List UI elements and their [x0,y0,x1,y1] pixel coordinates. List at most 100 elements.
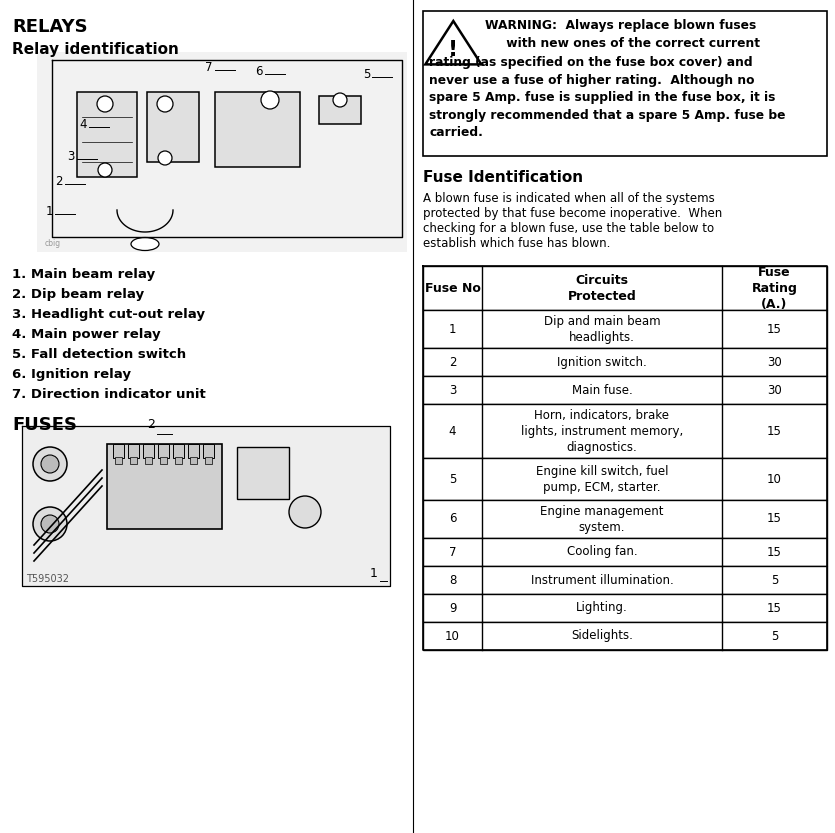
Text: 10: 10 [445,630,460,642]
Circle shape [261,91,279,109]
Bar [190,457,197,464]
Text: !: ! [448,40,458,61]
Text: 5. Fall detection switch: 5. Fall detection switch [12,348,186,361]
Text: 2: 2 [55,174,63,187]
Text: 2. Dip beam relay: 2. Dip beam relay [12,288,144,301]
Bar [145,457,152,464]
Text: 15: 15 [767,546,782,558]
Bar [215,92,300,167]
Text: 2: 2 [449,356,457,368]
Bar [423,594,827,622]
Bar [423,11,827,156]
Text: 7. Direction indicator unit: 7. Direction indicator unit [12,388,205,401]
Bar [77,92,137,177]
Bar [113,444,124,458]
Text: Sidelights.: Sidelights. [571,630,633,642]
Text: 5: 5 [449,472,456,486]
Text: Lighting.: Lighting. [576,601,628,615]
Text: Engine management
system.: Engine management system. [540,505,664,533]
Circle shape [41,515,59,533]
Bar [423,500,827,538]
Text: 2: 2 [147,418,155,431]
Bar [128,444,139,458]
Bar [115,457,122,464]
Circle shape [289,496,321,528]
Text: 3: 3 [449,383,456,397]
Bar [37,52,407,252]
Bar [130,457,137,464]
Bar [423,538,827,566]
Text: 8: 8 [449,573,456,586]
Circle shape [333,93,347,107]
Text: 6: 6 [449,512,457,526]
Bar [107,444,222,529]
Bar [423,566,827,594]
Text: Relay identification: Relay identification [12,42,179,57]
Bar [143,444,154,458]
Text: T595032: T595032 [26,574,69,584]
Text: A blown fuse is indicated when all of the systems: A blown fuse is indicated when all of th… [423,192,715,205]
Ellipse shape [131,237,159,251]
Text: 1. Main beam relay: 1. Main beam relay [12,268,155,281]
Text: 1: 1 [45,204,53,217]
Bar [158,444,169,458]
Text: FUSES: FUSES [12,416,77,434]
Bar [423,458,827,500]
Polygon shape [425,21,481,64]
Bar [22,426,390,586]
Text: 30: 30 [767,356,782,368]
Text: 1: 1 [370,567,378,580]
Bar [423,622,827,650]
Text: Circuits
Protected: Circuits Protected [568,273,636,302]
Text: WARNING:  Always replace blown fuses
     with new ones of the correct current: WARNING: Always replace blown fuses with… [485,19,761,49]
Bar [147,92,199,162]
Text: 5: 5 [362,67,370,81]
Bar [188,444,199,458]
Bar [203,444,214,458]
Text: 15: 15 [767,601,782,615]
Circle shape [33,507,67,541]
Circle shape [157,96,173,112]
Bar [423,348,827,376]
Text: 6. Ignition relay: 6. Ignition relay [12,368,131,381]
Text: protected by that fuse become inoperative.  When: protected by that fuse become inoperativ… [423,207,722,220]
Text: rating (as specified on the fuse box cover) and
never use a fuse of higher ratin: rating (as specified on the fuse box cov… [429,56,786,139]
Text: 9: 9 [449,601,457,615]
Bar [423,404,827,458]
Text: 7: 7 [449,546,457,558]
Text: 30: 30 [767,383,782,397]
Text: 5: 5 [771,630,778,642]
Bar [423,266,827,310]
Bar [423,310,827,348]
Text: 7: 7 [205,61,213,73]
Text: 1: 1 [449,322,457,336]
Text: Fuse No: Fuse No [425,282,480,295]
Text: 15: 15 [767,425,782,437]
Text: 10: 10 [767,472,782,486]
Text: RELAYS: RELAYS [12,18,88,36]
Circle shape [33,447,67,481]
Text: 15: 15 [767,322,782,336]
Text: Engine kill switch, fuel
pump, ECM, starter.: Engine kill switch, fuel pump, ECM, star… [536,465,668,493]
Text: 4: 4 [449,425,457,437]
Text: Main fuse.: Main fuse. [572,383,632,397]
Text: cbig: cbig [45,239,61,248]
Text: Horn, indicators, brake
lights, instrument memory,
diagnostics.: Horn, indicators, brake lights, instrume… [521,408,683,453]
Circle shape [41,455,59,473]
Text: Cooling fan.: Cooling fan. [567,546,637,558]
Bar [205,457,212,464]
Text: Instrument illumination.: Instrument illumination. [530,573,673,586]
Bar [175,457,182,464]
Text: Ignition switch.: Ignition switch. [557,356,647,368]
Text: Dip and main beam
headlights.: Dip and main beam headlights. [544,315,660,343]
Text: 4: 4 [79,117,87,131]
Text: 6: 6 [256,64,263,77]
Bar [319,96,361,124]
Text: establish which fuse has blown.: establish which fuse has blown. [423,237,610,250]
Bar [237,447,289,499]
Circle shape [98,163,112,177]
Text: Fuse Identification: Fuse Identification [423,170,584,185]
Circle shape [97,96,113,112]
Bar [423,376,827,404]
Text: 3: 3 [68,149,75,162]
